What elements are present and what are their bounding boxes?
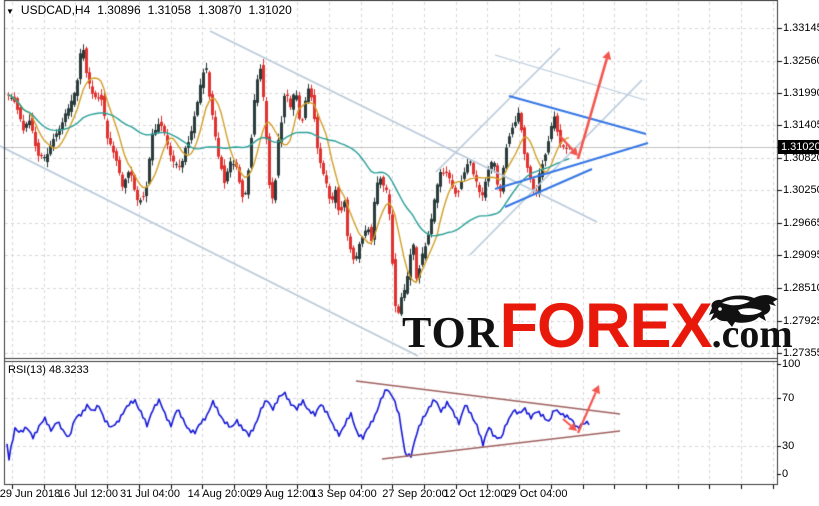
- time-axis-label: 29 Jun 2018: [0, 488, 61, 500]
- ohlc-high: 1.31058: [147, 3, 192, 17]
- price-axis-label: 1.31990: [783, 87, 819, 99]
- chart-title: ▼ USDCAD,H4 1.30896 1.31058 1.30870 1.31…: [6, 3, 292, 17]
- rsi-axis-label: 100: [782, 358, 801, 370]
- ohlc-close: 1.31020: [248, 3, 292, 17]
- chart-symbol-period: USDCAD,H4: [20, 3, 91, 17]
- price-axis-label: 1.29665: [783, 217, 819, 229]
- rsi-axis-label: 0: [782, 468, 789, 480]
- time-axis-label: 16 Jul 12:00: [58, 488, 118, 500]
- price-axis-label: 1.30820: [783, 152, 819, 164]
- price-axis-label: 1.29095: [783, 249, 819, 261]
- rsi-axis-label: 30: [782, 440, 795, 452]
- time-axis-label: 31 Jul 04:00: [120, 488, 180, 500]
- price-axis-label: 1.32560: [783, 55, 819, 67]
- rsi-axis-label: 70: [782, 392, 795, 404]
- time-axis-label: 12 Oct 12:00: [443, 488, 507, 500]
- current-price-tag: 1.31020: [778, 140, 819, 154]
- price-axis-label: 1.27925: [783, 315, 819, 327]
- time-axis-label: 27 Sep 20:00: [382, 488, 448, 500]
- price-axis-label: 1.31405: [783, 119, 819, 131]
- symbol-dropdown-icon: ▼: [6, 6, 14, 16]
- price-axis-label: 1.27355: [783, 347, 819, 359]
- price-axis-label: 1.28510: [783, 282, 819, 294]
- time-axis-label: 29 Oct 04:00: [504, 488, 568, 500]
- ohlc-low: 1.30870: [198, 3, 242, 17]
- time-axis-label: 14 Aug 20:00: [187, 488, 253, 500]
- rsi-indicator-label: RSI(13) 48.3233: [8, 364, 89, 376]
- time-axis-label: 29 Aug 12:00: [249, 488, 315, 500]
- price-axis-label: 1.33145: [783, 22, 819, 34]
- time-axis-label: 13 Sep 04:00: [311, 488, 377, 500]
- price-axis-label: 1.30250: [783, 184, 819, 196]
- ohlc-open: 1.30896: [97, 3, 141, 17]
